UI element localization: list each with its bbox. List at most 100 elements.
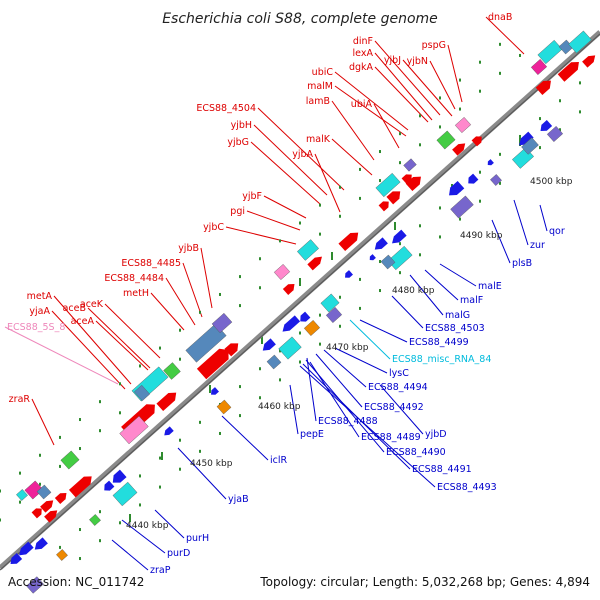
leader-line xyxy=(306,357,317,422)
leader-line xyxy=(491,219,511,264)
leader-line xyxy=(221,415,269,461)
gene-label-zrap: zraP xyxy=(150,565,171,576)
gene-feature xyxy=(54,493,67,504)
gene-feature xyxy=(10,553,23,564)
leader-line xyxy=(263,195,307,219)
gene-feature xyxy=(403,158,417,172)
gene-feature xyxy=(519,131,534,146)
leader-line xyxy=(513,199,529,246)
gene-feature xyxy=(530,58,548,76)
leader-line xyxy=(165,277,196,326)
gene-feature xyxy=(131,366,169,402)
gene-feature xyxy=(540,120,553,131)
gene-label-yjbd: yjbD xyxy=(425,429,447,440)
leader-line xyxy=(121,519,166,554)
gene-label-iclr: iclR xyxy=(270,455,288,466)
leader-line xyxy=(439,263,477,287)
leader-line xyxy=(391,295,424,329)
gene-feature xyxy=(490,174,502,186)
genome-backbone-shade xyxy=(0,33,600,571)
gene-label-yjbb: yjbB xyxy=(178,243,199,254)
leader-line xyxy=(429,60,456,110)
leader-line xyxy=(373,103,400,149)
gene-feature xyxy=(568,30,592,54)
gene-feature xyxy=(68,476,92,498)
gene-feature xyxy=(375,172,401,198)
gene-feature xyxy=(104,480,115,491)
gene-feature xyxy=(345,270,353,278)
leader-line xyxy=(104,303,161,359)
tick-marks xyxy=(0,42,581,561)
gene-label-malk: malK xyxy=(306,134,331,145)
leader-line xyxy=(409,274,444,316)
gene-feature xyxy=(282,315,301,332)
gene-feature xyxy=(112,469,127,483)
gene-label-dnab: dnaB xyxy=(488,12,512,23)
leader-line xyxy=(402,59,453,117)
gene-feature xyxy=(297,239,319,261)
gene-label-ecs88-5s-8: ECS88_5S_8 xyxy=(7,322,65,333)
gene-label-ubic: ubiC xyxy=(312,67,334,78)
gene-label-meta: metA xyxy=(27,291,53,302)
leader-line xyxy=(31,398,55,446)
leader-line xyxy=(299,365,436,488)
gene-label-zur: zur xyxy=(530,240,545,251)
gene-feature xyxy=(262,338,276,351)
gene-feature xyxy=(300,311,311,322)
gene-label-purh: purH xyxy=(186,533,209,544)
gene-feature xyxy=(386,191,401,205)
gene-feature xyxy=(40,500,54,513)
gene-feature xyxy=(468,173,479,184)
gene-feature xyxy=(60,450,80,470)
leader-line xyxy=(200,247,213,309)
gene-label-lysc: lysC xyxy=(389,368,409,379)
gene-feature xyxy=(557,62,579,82)
gene-features xyxy=(10,30,596,594)
gene-feature xyxy=(307,256,322,271)
gene-feature xyxy=(282,284,295,295)
leader-line xyxy=(374,52,433,121)
gene-feature xyxy=(582,55,596,68)
leader-line xyxy=(485,16,525,55)
gene-label-yjbg: yjbG xyxy=(227,137,249,148)
gene-label-ecs88-4488: ECS88_4488 xyxy=(318,416,378,427)
gene-label-malm: malM xyxy=(307,81,333,92)
gene-feature xyxy=(89,514,101,526)
leader-line xyxy=(111,539,149,571)
gene-label-ecs88-4504: ECS88_4504 xyxy=(196,103,256,114)
gene-feature xyxy=(112,481,138,507)
gene-label-lamb: lamB xyxy=(306,96,330,107)
gene-label-acek: aceK xyxy=(80,299,104,310)
map-title: Escherichia coli S88, complete genome xyxy=(162,11,438,27)
kbp-label: 4480 kbp xyxy=(392,286,435,296)
gene-label-ecs88-4490: ECS88_4490 xyxy=(386,447,446,458)
gene-feature xyxy=(266,354,282,370)
gene-label-dgka: dgkA xyxy=(349,62,374,73)
leader-line xyxy=(225,226,297,245)
leader-line xyxy=(374,40,441,116)
gene-label-ecs88-4491: ECS88_4491 xyxy=(412,464,472,475)
gene-label-male: malE xyxy=(478,281,502,292)
gene-feature xyxy=(303,319,321,337)
gene-feature xyxy=(320,293,340,313)
gene-feature xyxy=(44,510,58,523)
leader-line xyxy=(334,71,409,131)
gene-feature xyxy=(36,484,52,500)
leader-line xyxy=(331,138,373,176)
gene-feature xyxy=(450,195,474,219)
gene-label-zrar: zraR xyxy=(9,394,31,405)
gene-label-ecs88-4494: ECS88_4494 xyxy=(368,382,428,393)
gene-feature xyxy=(380,254,396,270)
leader-line xyxy=(447,44,463,103)
gene-feature xyxy=(278,336,302,360)
gene-feature xyxy=(436,130,456,150)
leader-line xyxy=(257,107,345,191)
gene-feature xyxy=(369,254,376,261)
gene-label-acea: aceA xyxy=(71,316,95,327)
leader-line xyxy=(331,100,375,161)
leader-line xyxy=(53,295,132,385)
gene-feature xyxy=(31,508,42,519)
gene-label-yjbj: yjbJ xyxy=(384,55,401,66)
gene-label-lexa: lexA xyxy=(353,48,374,59)
leader-line xyxy=(250,141,321,205)
